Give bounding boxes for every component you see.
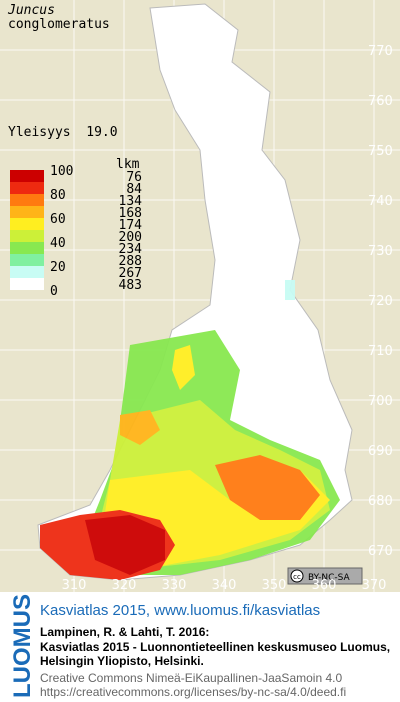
legend-percent: 100	[50, 164, 73, 179]
x-grid-label: 340	[212, 578, 237, 593]
legend-swatch	[10, 194, 44, 206]
x-grid-label: 360	[312, 578, 337, 593]
y-grid-label: 750	[368, 144, 393, 159]
legend-count: 200	[119, 230, 142, 245]
frequency: Yleisyys 19.0	[8, 125, 118, 140]
legend-swatch	[10, 182, 44, 194]
y-grid-label: 740	[368, 194, 393, 209]
legend-swatch	[10, 206, 44, 218]
legend-count: 168	[119, 206, 142, 221]
legend-percent: 20	[50, 260, 66, 275]
species-name: Juncus	[7, 3, 55, 18]
citation: Kasviatlas 2015 - Luonnontieteellinen ke…	[40, 640, 390, 654]
legend-percent: 40	[50, 236, 66, 251]
svg-text:cc: cc	[293, 573, 301, 581]
y-grid-label: 770	[368, 44, 393, 59]
x-grid-label: 370	[362, 578, 387, 593]
legend-swatch	[10, 254, 44, 266]
logo: LUOMUS	[9, 594, 36, 698]
legend-swatch	[10, 218, 44, 230]
y-grid-label: 760	[368, 94, 393, 109]
legend-percent: 60	[50, 212, 66, 227]
license-badge: cc BY-NC-SA	[287, 567, 363, 585]
y-grid-label: 730	[368, 244, 393, 259]
y-grid-label: 690	[368, 444, 393, 459]
x-grid-label: 320	[112, 578, 137, 593]
species-name: conglomeratus	[8, 17, 110, 32]
y-grid-label: 700	[368, 394, 393, 409]
legend-count: 76	[126, 170, 142, 185]
legend-swatch	[10, 242, 44, 254]
legend-count: 234	[119, 242, 143, 257]
x-grid-label: 330	[162, 578, 187, 593]
legend-count: 483	[119, 278, 142, 293]
legend-count: 84	[126, 182, 142, 197]
legend-swatch	[10, 230, 44, 242]
legend-count: 288	[119, 254, 142, 269]
occurrence-area	[40, 280, 340, 580]
legend-swatch	[10, 266, 44, 278]
legend-swatch	[10, 278, 44, 290]
x-grid-label: 310	[62, 578, 87, 593]
citation: Helsingin Yliopisto, Helsinki.	[40, 654, 204, 668]
license-url: https://creativecommons.org/licenses/by-…	[40, 685, 346, 699]
footer-link: Kasviatlas 2015, www.luomus.fi/kasviatla…	[40, 602, 320, 619]
badge-text: BY-NC-SA	[308, 573, 351, 583]
citation: Lampinen, R. & Lahti, T. 2016:	[40, 625, 209, 639]
legend-percent: 80	[50, 188, 66, 203]
license: Creative Commons Nimeä-EiKaupallinen-Jaa…	[40, 671, 342, 685]
y-grid-label: 720	[368, 294, 393, 309]
legend-count-title: lkm	[116, 157, 140, 172]
legend-count: 174	[119, 218, 143, 233]
legend-percent: 0	[50, 284, 58, 299]
y-grid-label: 710	[368, 344, 393, 359]
y-grid-label: 670	[368, 544, 393, 559]
x-grid-label: 350	[262, 578, 287, 593]
legend-count: 134	[119, 194, 143, 209]
y-grid-label: 680	[368, 494, 393, 509]
legend-count: 267	[119, 266, 142, 281]
legend-swatch	[10, 170, 44, 182]
